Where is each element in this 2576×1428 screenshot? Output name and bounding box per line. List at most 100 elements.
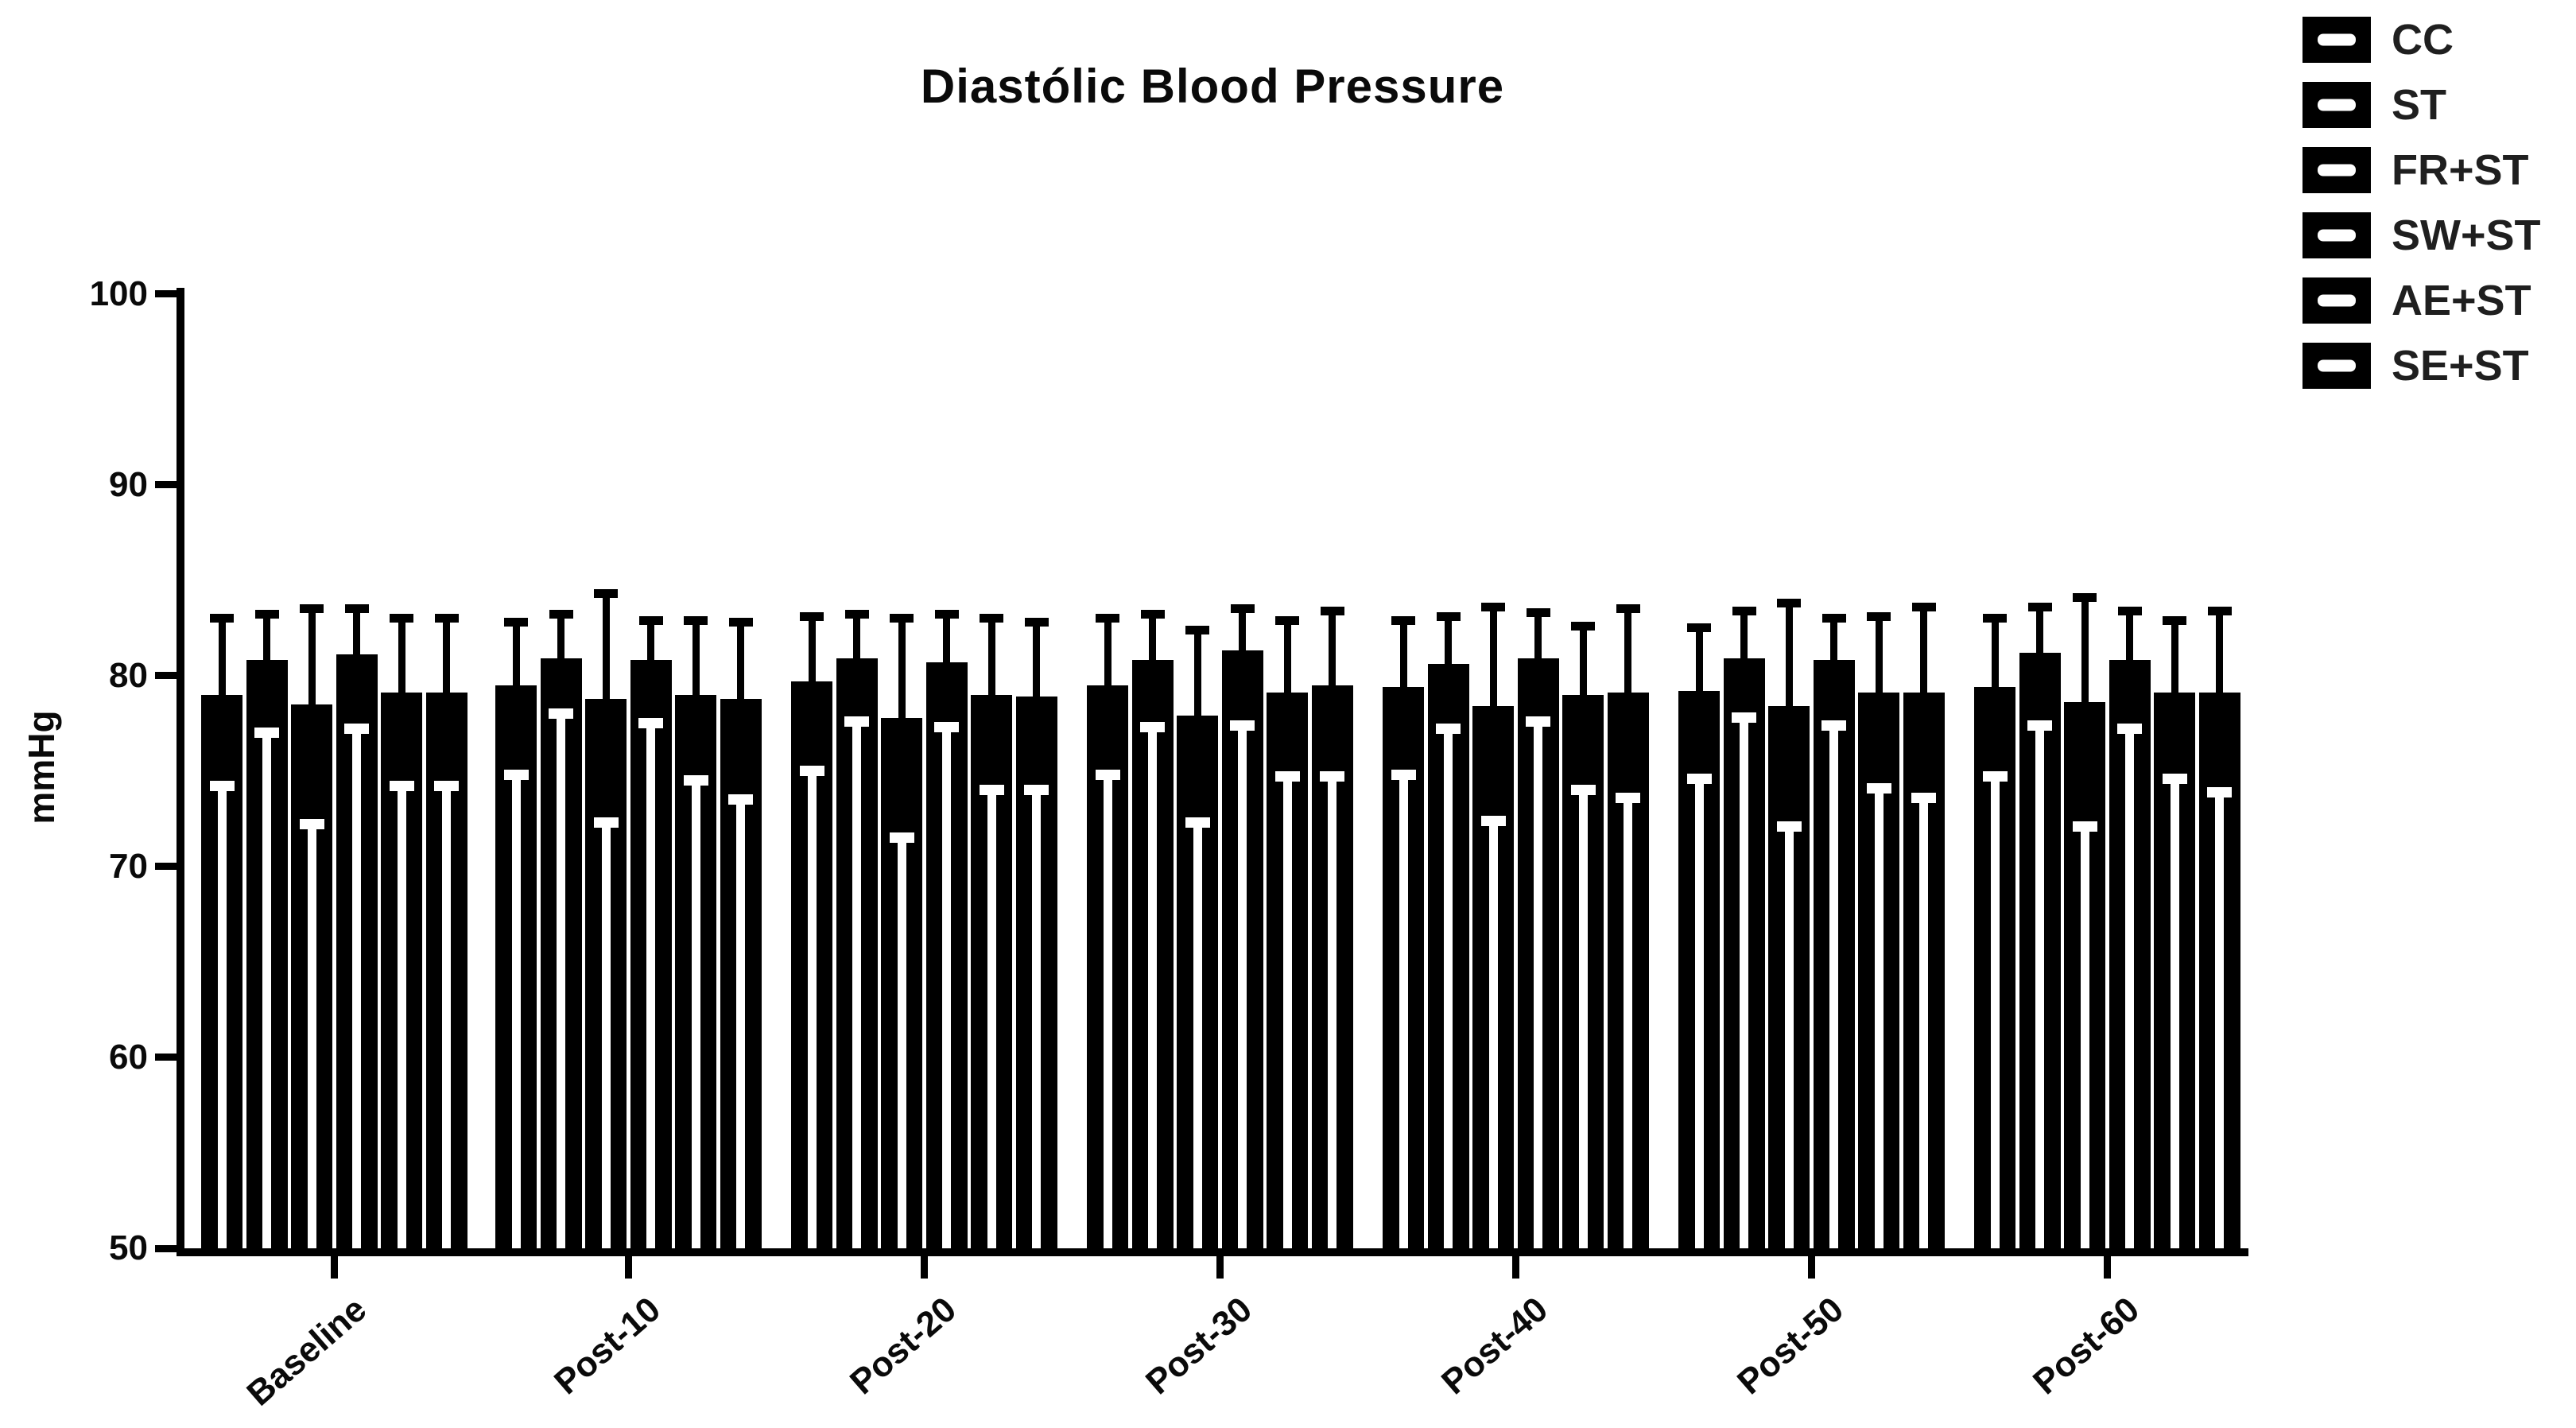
error-bar-lower-line (511, 779, 521, 1248)
legend-swatch-slot (2318, 229, 2356, 242)
error-bar-upper-cap (1185, 625, 1209, 634)
legend-item-CC: CC (2302, 16, 2541, 64)
error-bar-upper-cap (1275, 615, 1299, 625)
x-tick-label: Post-50 (1730, 1290, 1852, 1403)
error-bar-upper (1579, 626, 1587, 697)
error-bar-lower-line (897, 842, 906, 1248)
error-bar-upper (1445, 616, 1452, 666)
legend-swatch-icon (2302, 147, 2371, 193)
error-bar-lower-line (442, 790, 451, 1248)
error-bar-lower-line (2170, 783, 2179, 1248)
y-tick-label: 100 (89, 274, 148, 313)
error-bar-lower-line (1238, 730, 1247, 1248)
chart-title: Diastólic Blood Pressure (920, 60, 1505, 113)
error-bar-upper (692, 620, 700, 697)
error-bar-upper (398, 618, 405, 695)
error-bar-lower-line (646, 728, 655, 1248)
error-bar-lower-line (2215, 797, 2224, 1248)
error-bar-upper-cap (549, 610, 573, 619)
error-bar-lower-line (736, 804, 745, 1248)
error-bar-upper (308, 608, 316, 706)
error-bar-upper-cap (1526, 607, 1550, 617)
error-bar-lower-cap (2072, 821, 2097, 832)
error-bar-upper (1920, 607, 1927, 695)
error-bar-upper-cap (2117, 606, 2142, 615)
error-bar-upper (1283, 620, 1291, 695)
error-bar-upper (1624, 608, 1631, 695)
error-bar-upper (1534, 612, 1542, 661)
error-bar-lower-line (1032, 794, 1041, 1248)
error-bar-lower-cap (799, 766, 824, 777)
error-bar-lower-cap (1274, 771, 1300, 782)
error-bar-lower-cap (1185, 817, 1210, 828)
y-tick (155, 1244, 177, 1252)
error-bar-lower-line (1444, 733, 1453, 1248)
error-bar-lower-line (1784, 831, 1794, 1248)
x-tick-label: Post-10 (547, 1290, 669, 1403)
error-bar-upper-cap (934, 610, 959, 619)
legend-swatch-slot (2318, 99, 2356, 111)
error-bar-lower-line (1488, 825, 1498, 1248)
error-bar-upper-cap (1616, 604, 1640, 614)
error-bar-lower-cap (1866, 782, 1891, 794)
error-bar-lower-line (557, 718, 565, 1248)
legend-label: CC (2392, 16, 2454, 64)
error-bar-upper-cap (1571, 621, 1595, 631)
error-bar-upper-cap (390, 614, 413, 623)
legend-swatch-icon (2302, 277, 2371, 324)
error-bar-upper (737, 622, 744, 700)
error-bar-upper (353, 608, 360, 657)
error-bar-upper-cap (1687, 623, 1711, 633)
error-bar-lower-cap (2117, 724, 2142, 735)
error-bar-lower-cap (344, 724, 369, 735)
error-bar-upper-cap (890, 614, 914, 623)
error-bar-upper-cap (210, 614, 234, 623)
error-bar-upper-cap (1777, 598, 1801, 607)
error-bar-lower-line (601, 827, 611, 1248)
x-tick-label: Post-40 (1434, 1290, 1556, 1403)
error-bar-lower-line (307, 828, 316, 1248)
error-bar-upper (1740, 611, 1748, 661)
y-tick-label: 60 (109, 1037, 148, 1077)
error-bar-upper-cap (1391, 615, 1415, 625)
error-bar-lower-line (1740, 722, 1748, 1248)
error-bar-upper-cap (1821, 614, 1846, 623)
x-tick-label: Post-30 (1139, 1290, 1260, 1403)
error-bar-upper (602, 593, 610, 700)
error-bar-lower-cap (1911, 792, 1936, 803)
error-bar-upper-cap (1140, 610, 1165, 619)
error-bar-upper (2081, 597, 2089, 704)
error-bar-lower-cap (434, 781, 459, 792)
error-bar-upper (2216, 611, 2223, 695)
error-bar-lower-line (352, 733, 361, 1248)
error-bar-lower-cap (2162, 773, 2187, 784)
error-bar-lower-cap (1570, 785, 1596, 796)
error-bar-upper (512, 622, 520, 687)
error-bar-lower-line (217, 790, 227, 1248)
error-bar-lower-cap (254, 728, 279, 739)
error-bar-upper (218, 618, 226, 697)
error-bar-upper (1489, 607, 1497, 708)
error-bar-upper (1239, 608, 1246, 653)
error-bar-lower-cap (2207, 786, 2232, 797)
legend: CC ST FR+ST SW+ST AE+ST SE+ST (2302, 16, 2541, 390)
y-tick (155, 672, 177, 680)
x-tick (1807, 1256, 1815, 1279)
error-bar-upper-cap (1436, 611, 1461, 621)
y-tick (155, 863, 177, 871)
x-tick (624, 1256, 632, 1279)
error-bar-lower-cap (1024, 785, 1049, 796)
y-tick-label: 70 (109, 846, 148, 886)
legend-label: SW+ST (2392, 211, 2541, 259)
error-bar-lower-cap (1821, 720, 1846, 731)
error-bar-upper-cap (594, 588, 618, 598)
legend-item-ST: ST (2302, 81, 2541, 129)
error-bar-lower-line (1624, 802, 1632, 1248)
error-bar-lower-line (852, 726, 861, 1248)
error-bar-upper (1399, 620, 1407, 689)
error-bar-upper-cap (980, 614, 1003, 623)
error-bar-upper (853, 614, 860, 661)
y-axis-line (177, 288, 184, 1256)
x-tick (920, 1256, 928, 1279)
legend-swatch-icon (2302, 343, 2371, 389)
